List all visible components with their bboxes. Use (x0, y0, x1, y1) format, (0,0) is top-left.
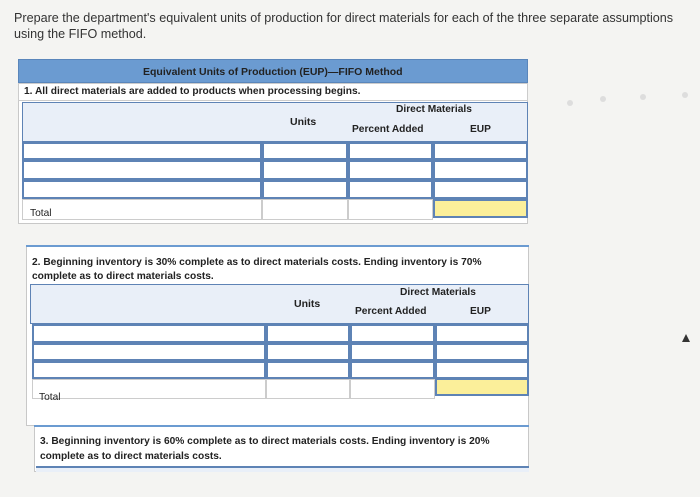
table2-r1-label-input[interactable] (32, 324, 266, 343)
table1-total-label: Total (30, 208, 52, 219)
background-dot (600, 96, 606, 102)
table2-r3-percent-input[interactable] (350, 361, 435, 379)
instructions-text: Prepare the department's equivalent unit… (14, 11, 674, 41)
table1-r3-label-input[interactable] (22, 180, 262, 199)
table2-r1-units-input[interactable] (266, 324, 350, 343)
table2-r2-percent-input[interactable] (350, 343, 435, 361)
table1-case-text: 1. All direct materials are added to pro… (24, 86, 361, 97)
table1-r2-percent-input[interactable] (348, 160, 433, 180)
table3-sheet (34, 426, 529, 472)
table3-case-line2: complete as to direct materials costs. (40, 451, 222, 462)
table2-r2-eup-input[interactable] (435, 343, 529, 361)
table3-case-line1: 3. Beginning inventory is 60% complete a… (40, 436, 490, 447)
table1-r1-units-input[interactable] (262, 142, 348, 160)
background-dot (682, 92, 688, 98)
table1-title: Equivalent Units of Production (EUP)—FIF… (143, 66, 403, 78)
table1-r3-percent-input[interactable] (348, 180, 433, 199)
table2-col-group: Direct Materials (400, 287, 476, 298)
background-dot (640, 94, 646, 100)
table1-col-group: Direct Materials (396, 104, 472, 115)
mouse-cursor-icon (682, 334, 690, 342)
table1-case-row (18, 83, 528, 101)
table3-header-edge (36, 466, 529, 472)
table2-header-row (30, 284, 529, 324)
table3-top-bar (34, 425, 529, 427)
table2-total-units-cell (266, 379, 350, 399)
table2-total-percent-cell (350, 379, 435, 399)
table1-r2-eup-input[interactable] (433, 160, 528, 180)
table2-col-eup: EUP (470, 306, 491, 317)
table2-case-line1: 2. Beginning inventory is 30% complete a… (32, 257, 482, 268)
table2-col-percent: Percent Added (355, 306, 427, 317)
table1-col-percent: Percent Added (352, 124, 424, 135)
table1-r3-eup-input[interactable] (433, 180, 528, 199)
table1-r1-label-input[interactable] (22, 142, 262, 160)
table2-total-label: Total (39, 392, 61, 403)
table2-total-eup-input[interactable] (435, 378, 529, 396)
table2-r2-label-input[interactable] (32, 343, 266, 361)
table2-r2-units-input[interactable] (266, 343, 350, 361)
table2-total-label-cell (32, 379, 266, 399)
table2-case-line2: complete as to direct materials costs. (32, 271, 214, 282)
table1-r3-units-input[interactable] (262, 180, 348, 199)
table1-header-row (22, 102, 528, 142)
table2-r1-eup-input[interactable] (435, 324, 529, 343)
table2-r1-percent-input[interactable] (350, 324, 435, 343)
table2-r3-eup-input[interactable] (435, 361, 529, 379)
table1-total-percent-cell (348, 199, 433, 220)
table1-r2-label-input[interactable] (22, 160, 262, 180)
table1-r2-units-input[interactable] (262, 160, 348, 180)
table1-title-bar (18, 59, 528, 83)
table2-r3-units-input[interactable] (266, 361, 350, 379)
background-dot (567, 100, 573, 106)
table1-r1-eup-input[interactable] (433, 142, 528, 160)
table1-total-units-cell (262, 199, 348, 220)
table1-total-eup-input[interactable] (433, 199, 528, 218)
table1-col-units: Units (290, 116, 317, 128)
table2-top-bar (26, 245, 529, 247)
table2-col-units: Units (294, 298, 321, 310)
table1-r1-percent-input[interactable] (348, 142, 433, 160)
table1-col-eup: EUP (470, 124, 491, 135)
table1-total-label-cell (22, 199, 262, 220)
table2-r3-label-input[interactable] (32, 361, 266, 379)
